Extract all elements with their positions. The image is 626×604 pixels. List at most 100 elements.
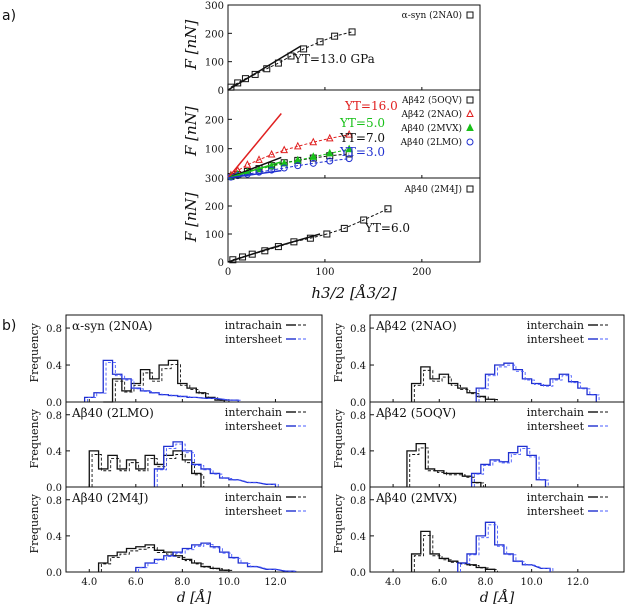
intersheet-hist-dashed [86, 362, 242, 402]
y-axis-label: F [nN] [182, 20, 200, 71]
histogram-panel-1: 0.8 0.4 0.0 Frequency α-syn (2N0A) intrachain… [28, 314, 323, 409]
intersheet-hist [83, 359, 239, 402]
fit-line [227, 112, 282, 179]
data-point [309, 152, 318, 160]
y-tick-label: 100 [205, 58, 224, 69]
series-3 [227, 155, 353, 181]
y-tick-label: 0.8 [350, 324, 366, 335]
y-tick-label: 300 [205, 1, 224, 12]
data-point [255, 155, 263, 163]
y-tick-label: 300 [205, 174, 224, 185]
histogram-panel-4: 0.8 0.4 0.0 Frequency Aβ42 (5OQV) interchaini… [332, 401, 625, 494]
y-axis-label: Frequency [28, 408, 41, 468]
x-axis-label: d [Å] [480, 588, 515, 604]
legend-marker [466, 96, 474, 104]
fit-line [227, 233, 321, 263]
y-axis-label: Frequency [332, 408, 345, 468]
x-tick-label: 4.0 [81, 577, 97, 588]
x-tick-label: 6.0 [128, 577, 144, 588]
legend-label: α-syn (2NA0) [402, 10, 462, 21]
legend-label: interchain [527, 406, 584, 419]
intersheet-hist [135, 542, 295, 572]
x-axis-label: h3/2 [Å3/2] [311, 284, 396, 302]
x-axis-label: d [Å] [177, 588, 212, 604]
series-1 [227, 45, 302, 91]
y-tick-label: 0.8 [46, 324, 62, 335]
panel-label-b: b) [2, 318, 16, 334]
y-tick-label: 0.0 [46, 483, 62, 494]
legend-label: intersheet [225, 420, 283, 433]
subplot-frame [227, 177, 481, 263]
x-tick-label: 12.0 [264, 577, 286, 588]
panel-frame [369, 486, 625, 573]
panel-label-a: a) [2, 8, 16, 24]
x-tick-label: 10.0 [521, 577, 543, 588]
data-point [280, 164, 288, 172]
legend-label: intrachain [225, 319, 282, 332]
legend-marker [466, 123, 474, 131]
legend-label: Aβ42 (2NAO) [400, 109, 462, 120]
fit-line [227, 169, 282, 179]
y-tick-label: 0.4 [46, 447, 62, 458]
legend-label: interchain [527, 319, 584, 332]
force-subplot-2: 200 100 F [nN] [182, 89, 481, 181]
annotation: YT=3.0 [339, 145, 385, 159]
interchain-hist-dashed [409, 447, 485, 487]
y-tick-label: 0.4 [350, 532, 366, 543]
panel-title: Aβ42 (5OQV) [375, 406, 456, 420]
legend-label: Aβ40 (2MVX) [400, 123, 462, 134]
legend-label: intersheet [225, 333, 283, 346]
force-subplot-3: 300 200 100 0 F [nN] [182, 174, 481, 269]
intersheet-hist-dashed [156, 443, 279, 487]
data-point [323, 230, 331, 238]
data-point [251, 70, 259, 78]
histogram-panel-5: 0.8 0.4 0.0 Frequency Aβ40 (2M4J) interchaini… [28, 486, 323, 604]
interchain-hist-dashed [91, 454, 205, 487]
x-tick-label: 6.0 [431, 577, 447, 588]
y-tick-label: 0.4 [46, 361, 62, 372]
y-axis-label: Frequency [28, 322, 41, 382]
data-point [345, 155, 353, 163]
data-point [345, 129, 353, 138]
y-tick-label: 0.4 [350, 361, 366, 372]
interchain-hist-dashed [413, 534, 498, 572]
panel-b: 0.8 0.4 0.0 Frequency α-syn (2N0A) intrachain… [28, 314, 625, 604]
x-tick-label: 10.0 [218, 577, 240, 588]
fit-line [227, 161, 282, 179]
interchain-hist [410, 530, 496, 572]
legend-label: Aβ42 (5OQV) [401, 95, 462, 106]
interchain-hist-dashed [100, 547, 233, 572]
data-point [248, 250, 256, 258]
panel-a-legends: α-syn (2NA0) YT=13.0 GPa Aβ42 (5OQV) Aβ42 (… [225, 10, 474, 302]
histogram-panel-6: 0.8 0.4 0.0 Frequency Aβ40 (2MVX) interchaini… [332, 486, 625, 604]
intersheet-hist [470, 445, 547, 487]
series-line [230, 158, 350, 178]
legend-label: intersheet [527, 333, 585, 346]
interchain-hist [88, 450, 202, 487]
annotation: YT=16.0 [344, 99, 398, 113]
legend-label: Aβ40 (2LMO) [400, 137, 462, 148]
y-tick-label: 200 [205, 202, 224, 213]
intersheet-hist [153, 441, 277, 487]
intersheet-hist-dashed [138, 544, 298, 572]
interchain-hist [103, 359, 225, 403]
series-line [230, 134, 350, 176]
panel-title: Aβ40 (2M4J) [71, 491, 148, 505]
data-point [325, 133, 334, 142]
histogram-panel-2: 0.8 0.4 0.0 Frequency Aβ42 (2NAO) interchaini… [332, 314, 625, 409]
data-point [241, 75, 249, 83]
annotation: YT=5.0 [339, 116, 385, 130]
data-point [316, 38, 324, 46]
y-axis-label: Frequency [332, 322, 345, 382]
y-tick-label: 100 [205, 230, 224, 241]
legend-marker [466, 138, 474, 146]
data-point [280, 158, 289, 167]
interchain-hist-dashed [106, 364, 228, 403]
data-point [345, 144, 353, 153]
y-tick-label: 0.4 [46, 532, 62, 543]
x-tick-label: 12.0 [567, 577, 589, 588]
annotation: YT=13.0 GPa [293, 52, 375, 66]
panel-title: Aβ40 (2MVX) [375, 491, 457, 505]
y-tick-label: 0.8 [46, 411, 62, 422]
data-point [348, 28, 356, 36]
